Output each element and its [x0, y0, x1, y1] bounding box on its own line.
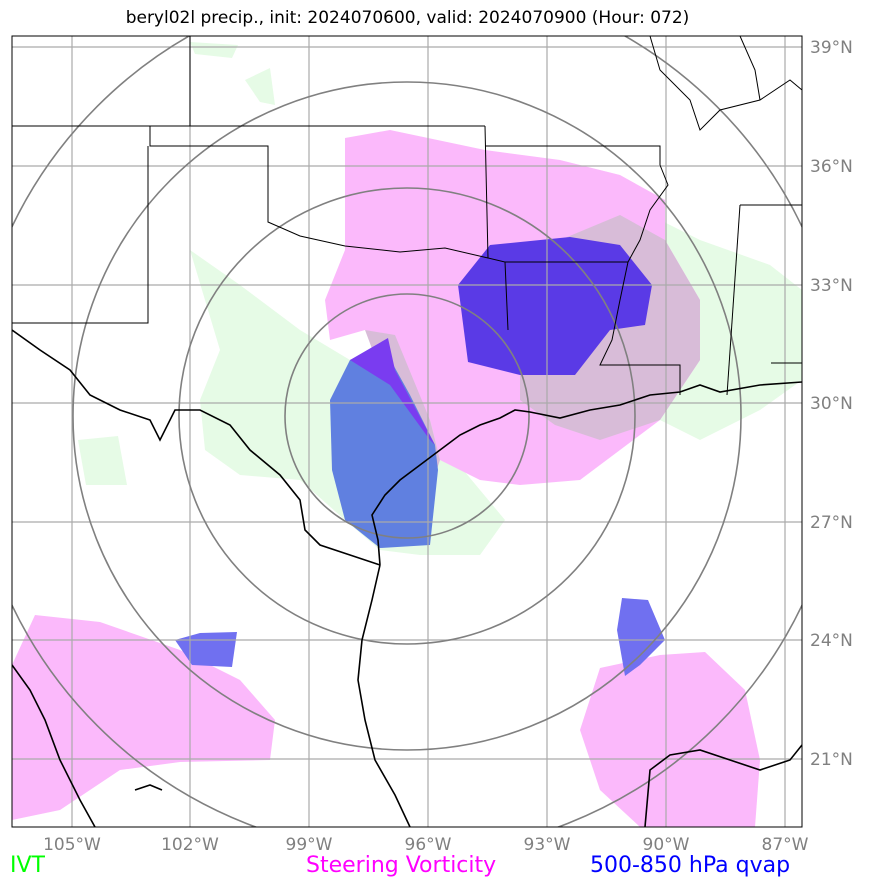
longitude-labels: 105°W 102°W 99°W 96°W 93°W 90°W 87°W	[43, 835, 809, 855]
lat-label-39n: 39°N	[810, 38, 853, 58]
lon-label-105w: 105°W	[43, 835, 101, 855]
ring-2	[178, 187, 636, 645]
lat-label-30n: 30°N	[810, 394, 853, 414]
us-mexico-border	[12, 329, 381, 566]
legend-steering-vorticity: Steering Vorticity	[306, 853, 497, 878]
lat-label-27n: 27°N	[810, 513, 853, 533]
ring-1	[284, 293, 530, 539]
sv-area-south	[580, 652, 760, 827]
border-ok-north	[149, 126, 489, 259]
border-la-ms	[599, 261, 681, 395]
mexico-gulf-coast	[357, 564, 411, 827]
distance-rings	[12, 36, 802, 827]
border-nm-tx	[12, 146, 149, 324]
latitude-labels: 39°N 36°N 33°N 30°N 27°N 24°N 21°N	[810, 38, 853, 770]
lat-label-24n: 24°N	[810, 631, 853, 651]
ivt-blob-top	[190, 42, 238, 58]
qvap-area-coast	[330, 350, 438, 548]
lon-label-90w: 90°W	[643, 835, 690, 855]
lon-label-96w: 96°W	[405, 835, 452, 855]
plot-frame	[11, 35, 803, 828]
lon-label-93w: 93°W	[524, 835, 571, 855]
legend-qvap: 500-850 hPa qvap	[590, 853, 791, 878]
qvap-area-coast-core	[350, 338, 435, 445]
graticule	[12, 36, 802, 827]
map-title: beryl02l precip., init: 2024070600, vali…	[125, 8, 690, 28]
lat-label-21n: 21°N	[810, 750, 853, 770]
ivt-blob-north	[245, 68, 275, 105]
baja-island	[134, 784, 163, 791]
yucatan-coast	[644, 744, 802, 827]
state-borders	[12, 36, 802, 396]
lon-label-87w: 87°W	[762, 835, 809, 855]
ring-3	[72, 81, 742, 751]
qvap-area-north	[458, 237, 652, 375]
lat-label-36n: 36°N	[810, 157, 853, 177]
sv-area-west	[12, 615, 275, 820]
coastline	[12, 329, 802, 827]
border-ar-mo	[485, 145, 661, 165]
lon-label-102w: 102°W	[161, 835, 219, 855]
mexico-pacific-coast	[12, 664, 96, 827]
qvap-blob-gulf	[617, 598, 665, 676]
lon-label-99w: 99°W	[286, 835, 333, 855]
border-ar-west	[484, 125, 509, 331]
border-ms-al	[726, 204, 741, 396]
ivt-blob-west	[78, 436, 127, 485]
border-north	[649, 36, 802, 131]
lat-label-33n: 33°N	[810, 276, 853, 296]
border-north-2	[739, 36, 761, 101]
gulf-coast-texas	[371, 381, 802, 566]
legend-ivt: IVT	[10, 853, 45, 878]
border-mississippi	[627, 164, 669, 263]
